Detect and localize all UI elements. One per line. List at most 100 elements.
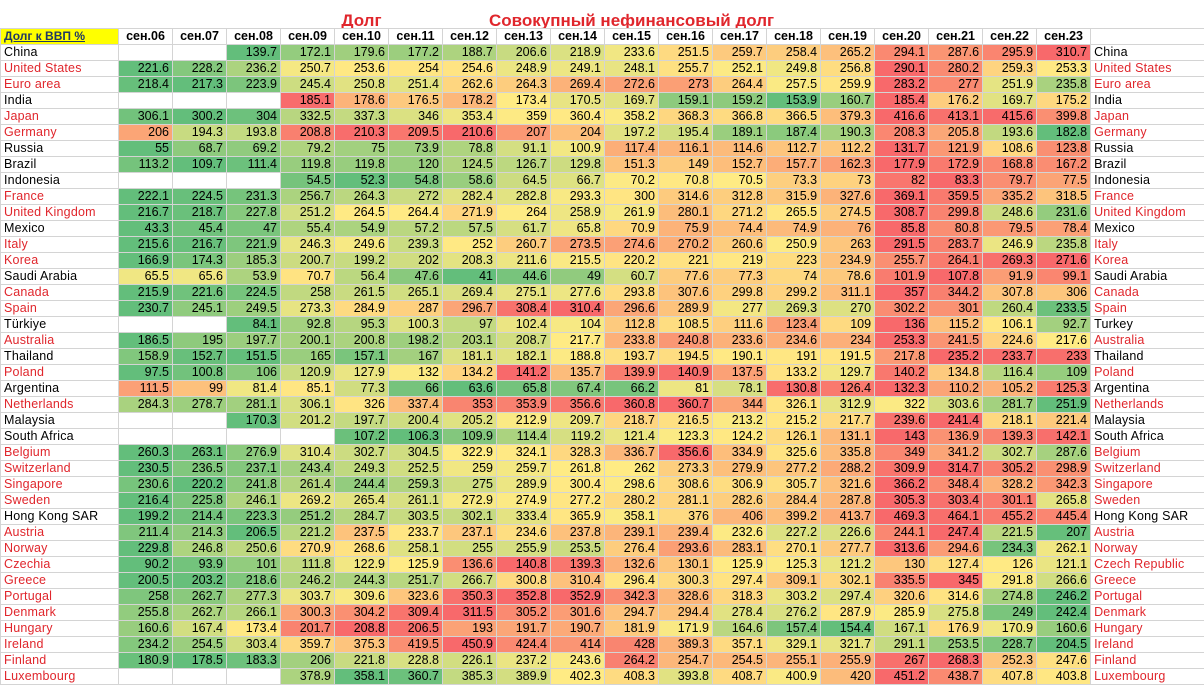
value-cell: 239.6 xyxy=(874,411,930,429)
row-name: Italy xyxy=(0,235,119,253)
value-cell: 91.9 xyxy=(982,267,1038,285)
value-cell: 208.8 xyxy=(280,123,335,141)
value-cell: 260.3 xyxy=(118,443,173,461)
value-cell: 273.5 xyxy=(550,235,605,253)
value-cell: 111.6 xyxy=(712,315,767,333)
value-cell: 244.1 xyxy=(874,523,930,541)
value-cell: 264 xyxy=(496,203,551,221)
value-cell: 344 xyxy=(712,395,767,413)
value-cell: 413.7 xyxy=(820,507,876,525)
value-cell: 278.4 xyxy=(712,603,767,621)
value-cell: 233.6 xyxy=(712,331,767,349)
column-header: сен.16 xyxy=(658,27,713,45)
value-cell: 413.1 xyxy=(928,107,984,125)
value-cell: 251.5 xyxy=(658,43,713,61)
value-cell: 212.9 xyxy=(496,411,551,429)
value-cell: 308.4 xyxy=(496,299,551,317)
data-row: Sweden 216.4 225.8 246.1 269.2 265.4 261.1 272.… xyxy=(0,491,1204,509)
empty-cell xyxy=(280,427,335,445)
value-cell: 235.8 xyxy=(1036,235,1092,253)
value-cell: 224.6 xyxy=(982,331,1038,349)
value-cell: 269.4 xyxy=(442,283,497,301)
value-cell: 215.6 xyxy=(118,235,173,253)
value-cell: 290.1 xyxy=(874,59,930,77)
value-cell: 206 xyxy=(280,651,335,669)
value-cell: 368.3 xyxy=(658,107,713,125)
data-row: United States 221.6 228.2 236.2 250.7 253.6 25… xyxy=(0,59,1204,77)
value-cell: 116.4 xyxy=(982,363,1038,381)
row-name-right: Indonesia xyxy=(1090,171,1204,189)
value-cell: 264.3 xyxy=(334,187,389,205)
data-row: Greece 200.5 203.2 218.6 246.2 244.3 251.7 266.… xyxy=(0,571,1204,589)
value-cell: 253.3 xyxy=(1036,59,1092,77)
value-cell: 68.7 xyxy=(172,139,227,157)
value-cell: 200.8 xyxy=(334,331,389,349)
value-cell: 78.1 xyxy=(712,379,767,397)
value-cell: 341.2 xyxy=(928,443,984,461)
value-cell: 285.9 xyxy=(874,603,930,621)
value-cell: 247.4 xyxy=(928,523,984,541)
value-cell: 120.9 xyxy=(280,363,335,381)
value-cell: 194.5 xyxy=(658,347,713,365)
value-cell: 269.4 xyxy=(550,75,605,93)
column-header: сен.17 xyxy=(712,27,767,45)
data-row: Türkiye 84.1 92.8 95.3 100.3 97 102.4 104 112.8 1… xyxy=(0,315,1204,333)
row-name-right: Luxembourg xyxy=(1090,667,1204,685)
row-name: Indonesia xyxy=(0,171,119,189)
value-cell: 151.5 xyxy=(226,347,281,365)
value-cell: 266.6 xyxy=(1036,571,1092,589)
row-name: Hong Kong SAR xyxy=(0,507,119,525)
value-cell: 283.2 xyxy=(874,75,930,93)
data-row: India 185.1 178.6 176.5 178.2 173.4 170.5 169.7… xyxy=(0,91,1204,109)
value-cell: 298.9 xyxy=(1036,459,1092,477)
value-cell: 65.8 xyxy=(550,219,605,237)
column-header: сен.08 xyxy=(226,27,281,45)
row-name: Singapore xyxy=(0,475,119,493)
value-cell: 400.9 xyxy=(765,667,822,685)
value-cell: 162.3 xyxy=(820,155,876,173)
value-cell: 407.8 xyxy=(982,667,1038,685)
value-cell: 402.3 xyxy=(550,667,605,685)
value-cell: 142.1 xyxy=(1036,427,1092,445)
value-cell: 41 xyxy=(442,267,497,285)
value-cell: 70.7 xyxy=(280,267,335,285)
value-cell: 302.1 xyxy=(820,571,876,589)
data-row: Portugal 258 262.7 277.3 303.7 309.6 323.6 350.… xyxy=(0,587,1204,605)
value-cell: 249.3 xyxy=(334,459,389,477)
value-cell: 108.5 xyxy=(658,315,713,333)
value-cell: 312.8 xyxy=(712,187,767,205)
value-cell: 269.3 xyxy=(982,251,1038,269)
value-cell: 270.2 xyxy=(658,235,713,253)
empty-cell xyxy=(226,427,281,445)
value-cell: 297.4 xyxy=(712,571,767,589)
row-name-right: Switzerland xyxy=(1090,459,1204,477)
value-cell: 132 xyxy=(388,363,443,381)
value-cell: 52.3 xyxy=(334,171,389,189)
value-cell: 278.7 xyxy=(172,395,227,413)
value-cell: 229.8 xyxy=(118,539,173,557)
value-cell: 334.9 xyxy=(712,443,767,461)
value-cell: 326.1 xyxy=(765,395,822,413)
value-cell: 301 xyxy=(928,299,984,317)
row-name: China xyxy=(0,43,119,61)
value-cell: 274.9 xyxy=(496,491,551,509)
value-cell: 54.5 xyxy=(280,171,335,189)
value-cell: 357 xyxy=(874,283,930,301)
value-cell: 378.9 xyxy=(280,667,335,685)
value-cell: 252 xyxy=(442,235,497,253)
value-cell: 236.2 xyxy=(226,59,281,77)
value-cell: 297.4 xyxy=(820,587,876,605)
value-cell: 241.8 xyxy=(226,475,281,493)
value-cell: 324.1 xyxy=(496,443,551,461)
value-cell: 267 xyxy=(874,651,930,669)
value-cell: 119.8 xyxy=(280,155,335,173)
value-cell: 85.8 xyxy=(874,219,930,237)
column-header: сен.18 xyxy=(765,27,822,45)
value-cell: 122.9 xyxy=(334,555,389,573)
value-cell: 263.1 xyxy=(172,443,227,461)
value-cell: 272.6 xyxy=(604,75,659,93)
data-row: Brazil 113.2 109.7 111.4 119.8 119.8 120 124.5 1… xyxy=(0,155,1204,173)
value-cell: 310.4 xyxy=(550,571,605,589)
value-cell: 262.1 xyxy=(1036,539,1092,557)
value-cell: 65.5 xyxy=(118,267,173,285)
